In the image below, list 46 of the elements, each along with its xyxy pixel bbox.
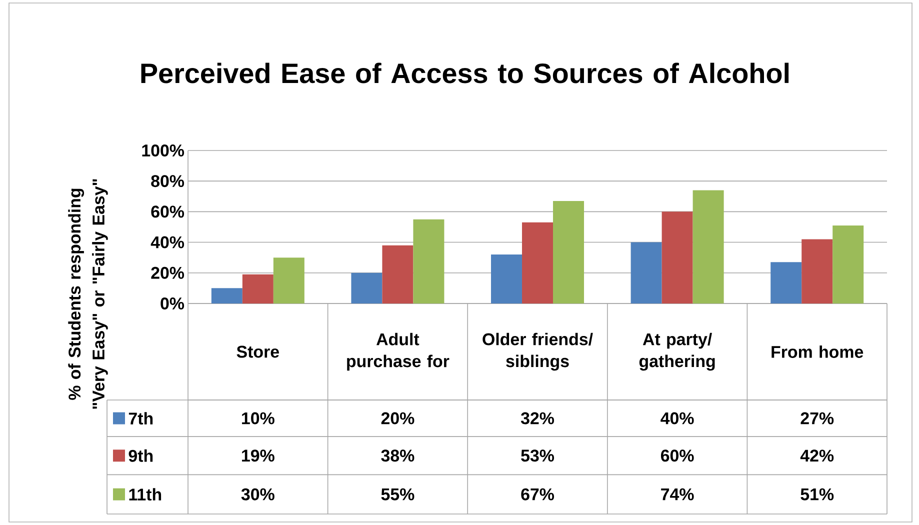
bar (662, 212, 693, 304)
legend-label: 11th (129, 488, 162, 501)
data-label: 30% (241, 488, 274, 500)
data-label: 42% (800, 450, 834, 462)
bar (522, 222, 554, 304)
bar (273, 258, 304, 304)
bar (630, 242, 662, 304)
data-label: 53% (521, 450, 554, 462)
bar (832, 225, 864, 304)
y-tick-label: 20% (151, 266, 184, 279)
y-tick-label: 40% (150, 236, 184, 248)
x-tick-label: Store (236, 346, 279, 358)
bar (491, 254, 522, 304)
data-label: 32% (520, 412, 554, 424)
data-label: 74% (661, 488, 694, 500)
bar (692, 190, 724, 304)
y-axis-title: % of Students responding "Very Easy" or "Fairly Easy" (68, 179, 108, 409)
x-tick-label: Adult purchase for (347, 332, 450, 371)
x-tick-label: From home (772, 346, 864, 358)
bar (242, 274, 274, 304)
bar (382, 245, 414, 304)
y-tick-label: 60% (151, 206, 184, 218)
data-label: 38% (381, 450, 414, 462)
data-label: 27% (800, 412, 834, 424)
data-label: 51% (800, 488, 834, 500)
chart-title: Perceived Ease of Access to Sources of Alcohol (141, 62, 789, 84)
data-label: 55% (381, 488, 414, 500)
legend-label: 9th (128, 449, 153, 462)
bar (553, 200, 584, 304)
y-tick-label: 100% (142, 144, 184, 156)
bar (211, 288, 242, 304)
y-tick-label: 80% (151, 175, 184, 188)
data-label: 20% (381, 412, 414, 424)
bar (413, 219, 444, 304)
x-tick-label: At party/ gathering (639, 332, 715, 371)
x-tick-label: Older friends/ siblings (482, 332, 593, 371)
bar (802, 239, 833, 304)
bar (770, 262, 802, 304)
bar (351, 272, 382, 304)
data-label: 67% (521, 488, 554, 500)
data-label: 40% (660, 412, 694, 424)
data-label: 19% (242, 450, 274, 462)
data-label: 60% (660, 450, 694, 462)
y-tick-label: 0% (160, 297, 184, 310)
data-label: 10% (242, 412, 274, 424)
legend-label: 7th (128, 412, 153, 425)
